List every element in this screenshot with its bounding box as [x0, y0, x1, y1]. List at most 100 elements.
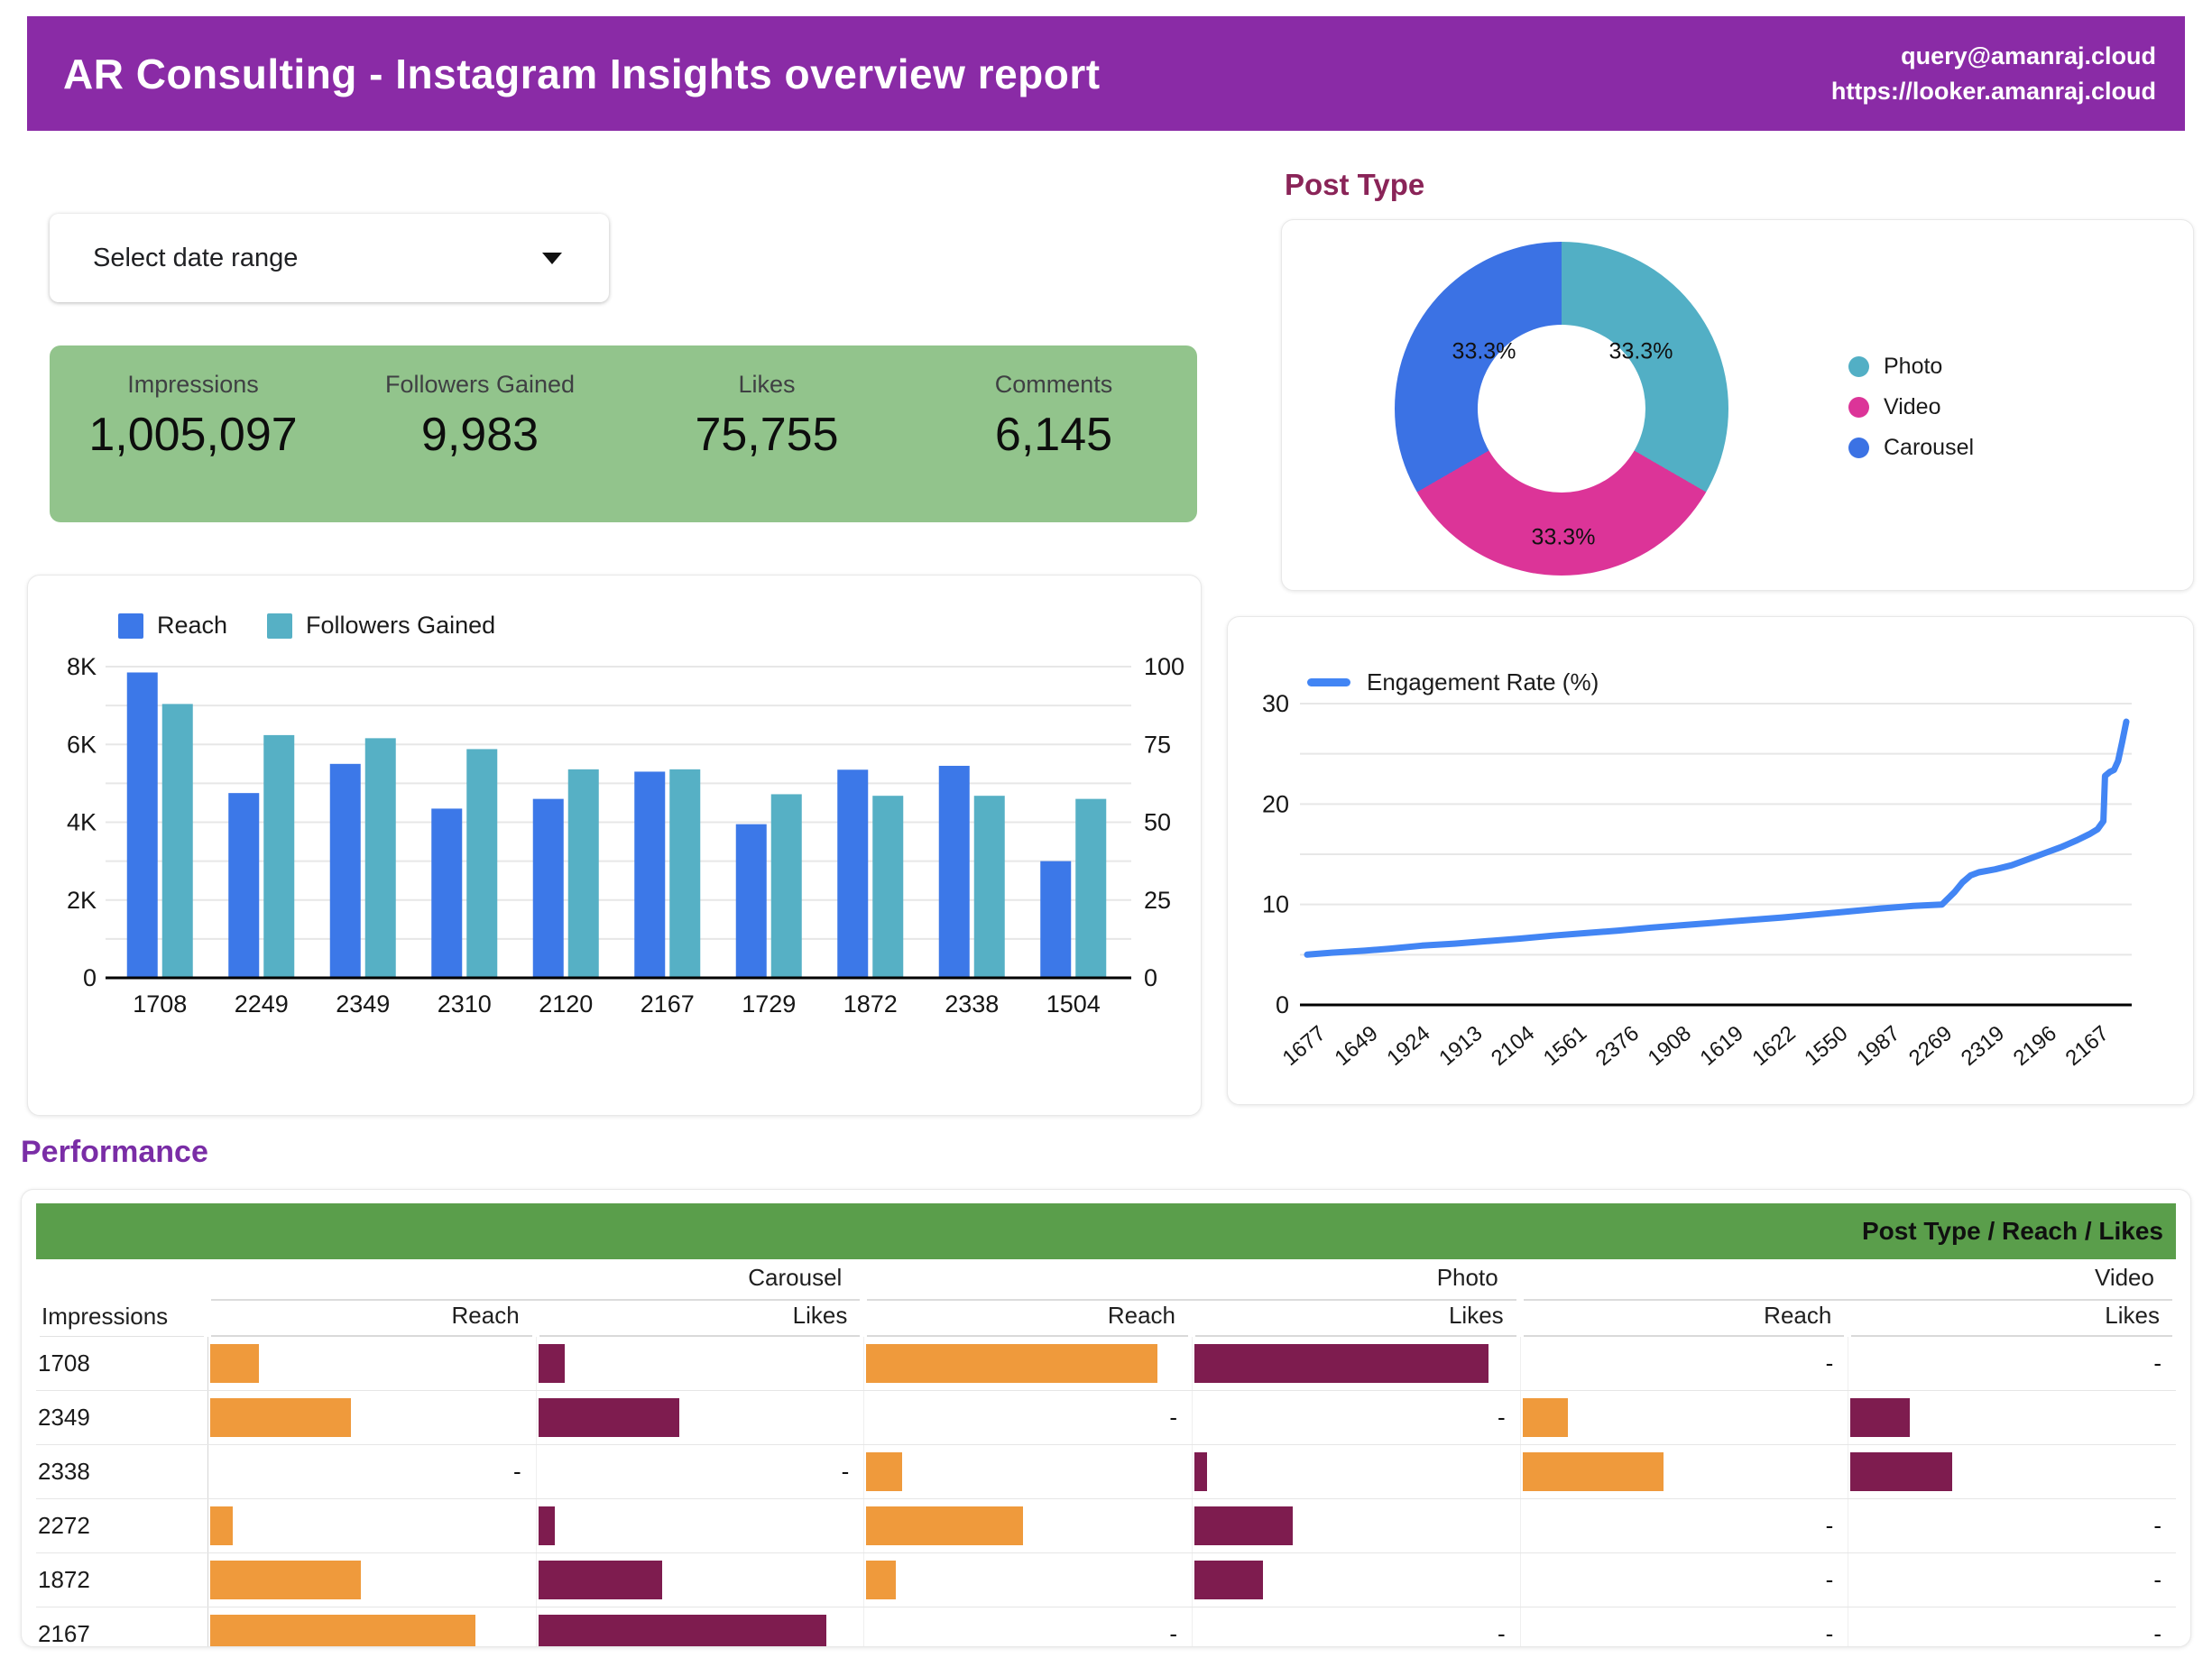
- empty-value: -: [2153, 1349, 2161, 1377]
- impressions-value: 2272: [38, 1512, 90, 1539]
- table-row: 1708 - -: [36, 1337, 2176, 1390]
- followers-gained-bar: [770, 794, 802, 978]
- table-cell: [535, 1499, 864, 1552]
- column-header-video-reach[interactable]: Reach: [1523, 1301, 1845, 1337]
- legend-label: Carousel: [1884, 435, 1975, 460]
- table-cell: [535, 1607, 864, 1646]
- reach-data-bar: [866, 1452, 903, 1491]
- legend-label: Photo: [1884, 354, 1943, 379]
- table-cell: -: [1848, 1499, 2176, 1552]
- slice-label-carousel: 33.3%: [1452, 338, 1516, 364]
- metric-followers-gained: Followers Gained 9,983: [336, 371, 623, 462]
- table-cell: -: [1848, 1607, 2176, 1646]
- impressions-value: 2167: [38, 1620, 90, 1647]
- empty-value: -: [1825, 1512, 1834, 1539]
- table-cell: [863, 1445, 1192, 1498]
- svg-text:25: 25: [1144, 887, 1171, 914]
- likes-data-bar: [538, 1561, 663, 1599]
- column-header-carousel-likes[interactable]: Likes: [539, 1301, 861, 1337]
- table-cell: -: [863, 1607, 1192, 1646]
- metric-impressions: Impressions 1,005,097: [50, 371, 336, 462]
- table-row: 2272 - -: [36, 1498, 2176, 1552]
- svg-text:2349: 2349: [336, 990, 390, 1018]
- table-cell: [207, 1607, 536, 1646]
- reach-data-bar: [210, 1506, 234, 1545]
- empty-value: -: [1497, 1620, 1506, 1647]
- table-cell: [863, 1499, 1192, 1552]
- table-cell: -: [1519, 1499, 1848, 1552]
- legend-item-followers-gained[interactable]: Followers Gained: [267, 612, 495, 640]
- svg-text:2338: 2338: [945, 990, 999, 1018]
- table-cell: [863, 1337, 1192, 1390]
- contact-email: query@amanraj.cloud: [1901, 41, 2156, 69]
- table-cell: [535, 1391, 864, 1444]
- chevron-down-icon[interactable]: [542, 252, 562, 264]
- reach-bar: [126, 672, 158, 978]
- column-header-photo-reach[interactable]: Reach: [867, 1301, 1188, 1337]
- reach-followers-chart-card: Reach Followers Gained 0 2K 4K 6K 8K 0 25 50 75 1…: [27, 575, 1202, 1116]
- empty-value: -: [2153, 1512, 2161, 1539]
- table-cell: -: [1519, 1607, 1848, 1646]
- table-cell: [535, 1337, 864, 1390]
- metric-label: Followers Gained: [384, 371, 576, 398]
- table-cell: [1191, 1337, 1520, 1390]
- svg-text:2376: 2376: [1591, 1021, 1644, 1071]
- reach-data-bar: [210, 1561, 361, 1599]
- empty-value: -: [1825, 1349, 1834, 1377]
- reach-bar: [938, 765, 970, 978]
- svg-text:1561: 1561: [1539, 1021, 1591, 1071]
- performance-section-title: Performance: [21, 1135, 208, 1169]
- svg-text:0: 0: [1144, 964, 1157, 991]
- performance-table-card: Post Type / Reach / Likes Carousel Photo…: [21, 1189, 2191, 1647]
- svg-text:2104: 2104: [1487, 1021, 1539, 1071]
- legend-item-photo[interactable]: Photo: [1848, 354, 1974, 380]
- metric-value: 1,005,097: [88, 409, 298, 461]
- svg-text:75: 75: [1144, 731, 1171, 758]
- metric-comments: Comments 6,145: [910, 371, 1197, 462]
- legend-item-reach[interactable]: Reach: [118, 612, 227, 640]
- reach-data-bar: [866, 1561, 896, 1599]
- svg-text:4K: 4K: [67, 809, 97, 836]
- svg-text:1924: 1924: [1382, 1021, 1434, 1071]
- legend-item-video[interactable]: Video: [1848, 394, 1974, 420]
- engagement-legend[interactable]: Engagement Rate (%): [1307, 668, 1599, 696]
- column-header-carousel-reach[interactable]: Reach: [211, 1301, 532, 1337]
- table-row: 2167 - - - -: [36, 1607, 2176, 1647]
- table-row: 2338 - -: [36, 1444, 2176, 1498]
- table-cell: [207, 1337, 536, 1390]
- svg-text:2310: 2310: [438, 990, 492, 1018]
- legend-label: Video: [1884, 394, 1941, 419]
- table-cell: -: [207, 1445, 536, 1498]
- column-header-photo-likes[interactable]: Likes: [1194, 1301, 1516, 1337]
- bar-chart-legend: Reach Followers Gained: [118, 612, 495, 640]
- date-range-selector[interactable]: Select date range: [50, 214, 609, 302]
- legend-item-carousel[interactable]: Carousel: [1848, 435, 1974, 461]
- column-header-video-likes[interactable]: Likes: [1851, 1301, 2172, 1337]
- legend-label: Reach: [157, 612, 228, 639]
- table-cell: -: [535, 1445, 864, 1498]
- likes-data-bar: [538, 1506, 555, 1545]
- table-cell: [1848, 1445, 2176, 1498]
- table-cell: [1519, 1391, 1848, 1444]
- engagement-chart-card: Engagement Rate (%) 0 10 20 30 1677 1649 1924 1…: [1227, 616, 2194, 1105]
- column-header-impressions: Impressions: [40, 1301, 204, 1337]
- svg-text:1872: 1872: [843, 990, 898, 1018]
- metric-label: Likes: [738, 371, 796, 398]
- empty-value: -: [512, 1458, 521, 1485]
- svg-text:2167: 2167: [2061, 1021, 2114, 1071]
- table-cell: -: [1848, 1553, 2176, 1607]
- table-cell: [1191, 1553, 1520, 1607]
- svg-text:2196: 2196: [2009, 1021, 2061, 1071]
- followers-gained-bar: [669, 769, 701, 978]
- svg-text:1908: 1908: [1644, 1021, 1696, 1071]
- table-cell: -: [1848, 1337, 2176, 1390]
- svg-text:1677: 1677: [1278, 1021, 1331, 1071]
- empty-value: -: [1497, 1404, 1506, 1431]
- empty-value: -: [1825, 1566, 1834, 1593]
- svg-text:100: 100: [1144, 653, 1184, 680]
- impressions-value: 2349: [38, 1404, 90, 1431]
- svg-text:1987: 1987: [1852, 1021, 1904, 1071]
- table-cell: [207, 1499, 536, 1552]
- metric-value: 9,983: [420, 409, 539, 461]
